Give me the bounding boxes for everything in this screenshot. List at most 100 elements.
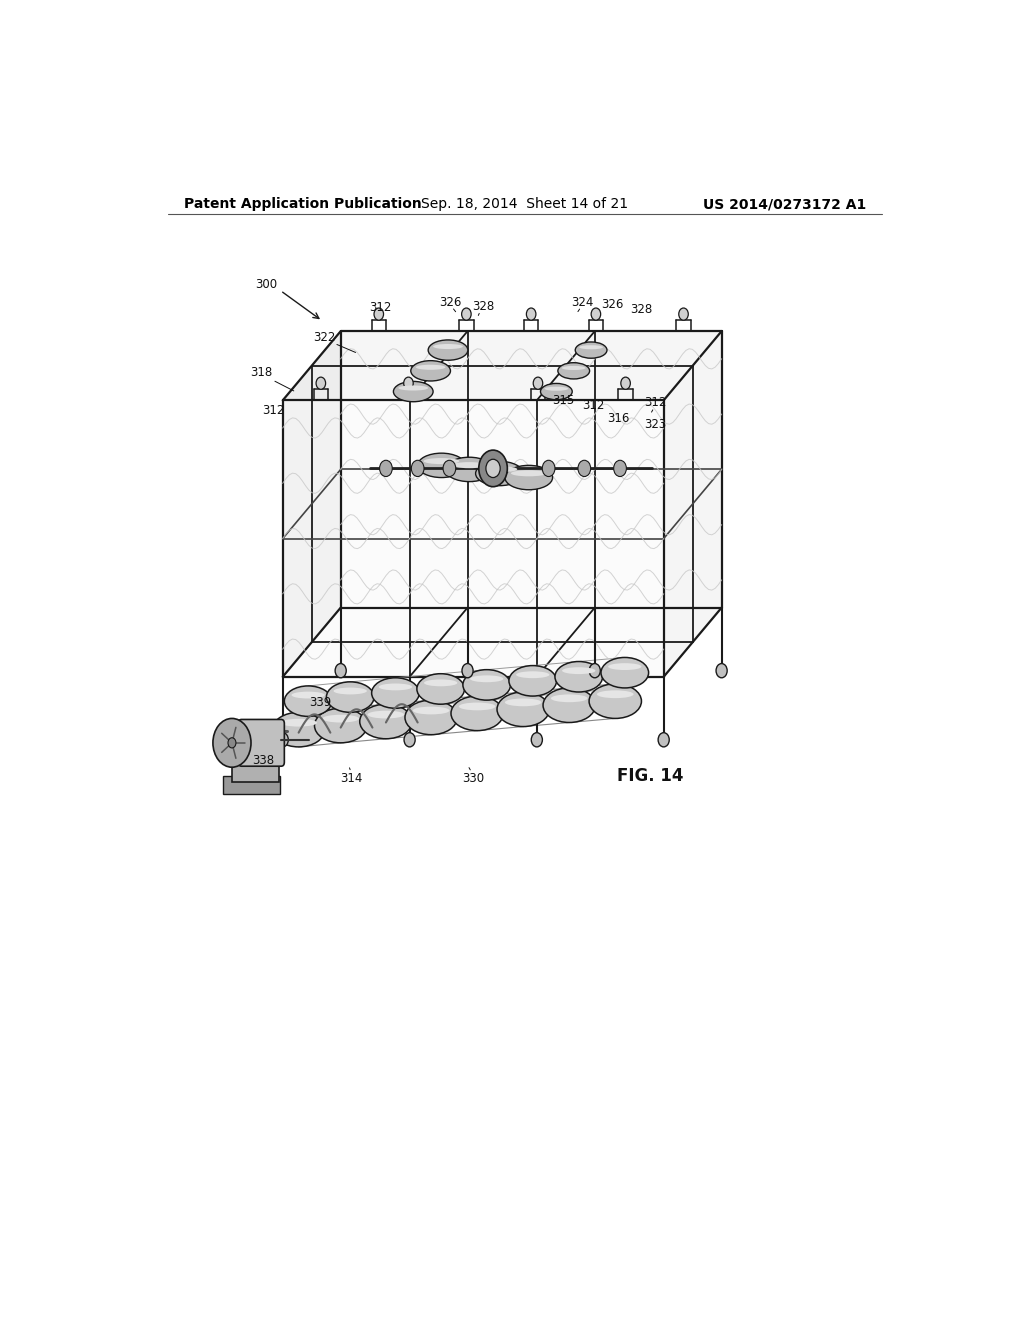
Ellipse shape — [323, 714, 359, 722]
Ellipse shape — [470, 676, 504, 682]
Ellipse shape — [398, 385, 428, 391]
Ellipse shape — [281, 719, 317, 726]
Text: 315: 315 — [552, 393, 574, 407]
Ellipse shape — [562, 366, 586, 370]
Text: FIG. 14: FIG. 14 — [616, 767, 683, 785]
Circle shape — [213, 718, 251, 767]
Text: 312: 312 — [262, 404, 285, 417]
Ellipse shape — [428, 341, 468, 360]
Ellipse shape — [445, 457, 494, 482]
Text: 312: 312 — [583, 399, 605, 412]
Polygon shape — [283, 400, 664, 677]
Text: 326: 326 — [439, 296, 462, 309]
Ellipse shape — [393, 381, 433, 401]
Ellipse shape — [543, 688, 595, 722]
Ellipse shape — [359, 704, 412, 739]
Text: 314: 314 — [341, 772, 362, 785]
Circle shape — [534, 378, 543, 389]
Ellipse shape — [505, 466, 553, 490]
Text: US 2014/0273172 A1: US 2014/0273172 A1 — [702, 197, 866, 211]
Circle shape — [531, 733, 543, 747]
Polygon shape — [664, 331, 722, 677]
Ellipse shape — [314, 709, 367, 743]
Ellipse shape — [417, 673, 465, 704]
Circle shape — [462, 308, 471, 321]
Circle shape — [278, 733, 289, 747]
Text: 322: 322 — [313, 331, 336, 343]
Ellipse shape — [416, 364, 445, 370]
Ellipse shape — [497, 692, 550, 726]
Text: 328: 328 — [631, 304, 652, 317]
Ellipse shape — [555, 661, 602, 692]
Circle shape — [543, 461, 555, 477]
Ellipse shape — [334, 688, 367, 694]
Text: 338: 338 — [252, 754, 274, 767]
Ellipse shape — [580, 346, 603, 350]
Text: 326: 326 — [601, 298, 624, 312]
Circle shape — [316, 378, 326, 389]
Ellipse shape — [327, 682, 374, 713]
Ellipse shape — [597, 690, 634, 698]
Circle shape — [486, 459, 500, 478]
Ellipse shape — [589, 684, 641, 718]
Text: 300: 300 — [255, 279, 278, 290]
Ellipse shape — [418, 453, 465, 478]
Circle shape — [412, 461, 424, 477]
FancyBboxPatch shape — [232, 752, 279, 783]
Ellipse shape — [516, 672, 550, 678]
Ellipse shape — [459, 702, 496, 710]
Ellipse shape — [551, 694, 588, 702]
Text: 328: 328 — [472, 300, 495, 313]
Text: Sep. 18, 2014  Sheet 14 of 21: Sep. 18, 2014 Sheet 14 of 21 — [421, 197, 629, 211]
Text: 312: 312 — [370, 301, 391, 314]
Circle shape — [228, 738, 236, 748]
Circle shape — [679, 308, 688, 321]
Ellipse shape — [511, 470, 547, 477]
Text: 330: 330 — [462, 772, 484, 785]
Ellipse shape — [601, 657, 648, 688]
Circle shape — [403, 378, 414, 389]
Ellipse shape — [475, 461, 523, 486]
Text: 323: 323 — [645, 418, 667, 432]
Ellipse shape — [451, 696, 504, 731]
Circle shape — [658, 733, 670, 747]
Text: 312: 312 — [644, 396, 667, 409]
Circle shape — [443, 461, 456, 477]
Circle shape — [526, 308, 536, 321]
Ellipse shape — [411, 360, 451, 381]
Circle shape — [716, 664, 727, 677]
Ellipse shape — [545, 387, 568, 391]
Ellipse shape — [236, 721, 243, 741]
Text: 316: 316 — [607, 412, 630, 425]
Ellipse shape — [372, 677, 419, 709]
Ellipse shape — [452, 462, 487, 469]
Text: Patent Application Publication: Patent Application Publication — [183, 197, 421, 211]
Text: 324: 324 — [571, 296, 594, 309]
FancyBboxPatch shape — [239, 719, 285, 766]
Ellipse shape — [608, 663, 641, 671]
Circle shape — [374, 308, 384, 321]
Circle shape — [589, 664, 600, 677]
Ellipse shape — [541, 383, 572, 400]
Text: 339: 339 — [309, 696, 331, 709]
Circle shape — [613, 461, 627, 477]
Ellipse shape — [463, 669, 511, 700]
Ellipse shape — [505, 698, 542, 706]
Ellipse shape — [433, 345, 463, 348]
Ellipse shape — [368, 710, 404, 718]
Ellipse shape — [558, 363, 590, 379]
Circle shape — [479, 450, 507, 487]
Circle shape — [462, 664, 473, 677]
Ellipse shape — [292, 692, 325, 698]
Polygon shape — [283, 331, 341, 677]
Ellipse shape — [481, 466, 517, 473]
FancyBboxPatch shape — [223, 776, 281, 793]
Ellipse shape — [413, 706, 450, 714]
Ellipse shape — [562, 667, 595, 675]
Ellipse shape — [575, 342, 607, 358]
Ellipse shape — [379, 684, 412, 690]
Circle shape — [380, 461, 392, 477]
Circle shape — [578, 461, 591, 477]
Ellipse shape — [424, 680, 458, 686]
Circle shape — [621, 378, 631, 389]
